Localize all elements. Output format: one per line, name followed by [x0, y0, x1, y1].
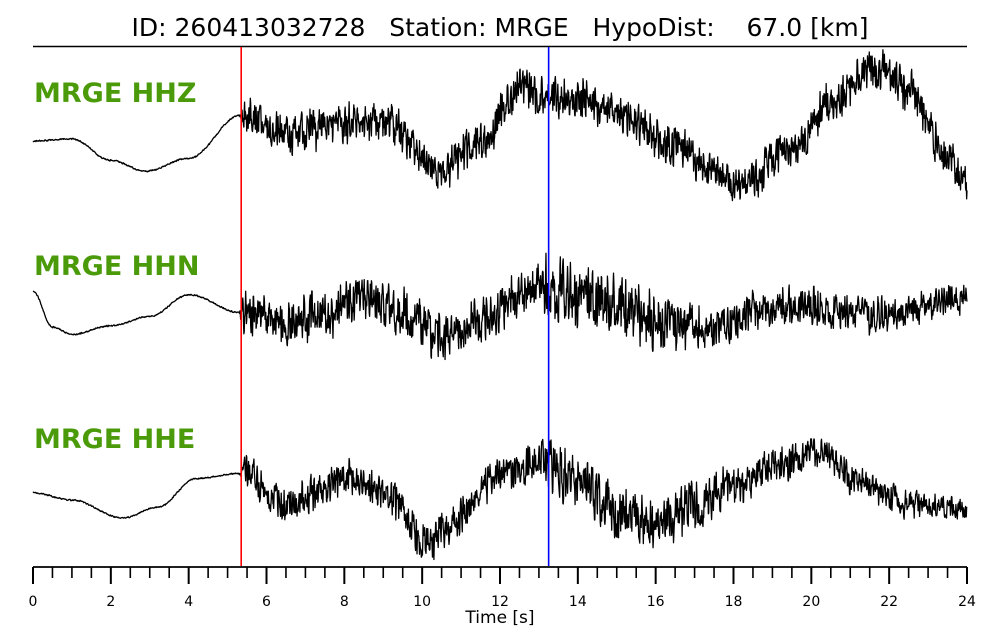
traces-group — [32, 49, 968, 561]
chart-title: ID: 260413032728 Station: MRGE HypoDist:… — [132, 13, 869, 42]
hypodist-unit: [km] — [810, 13, 868, 42]
hypodist-label: HypoDist: — [592, 13, 714, 42]
x-tick-label: 16 — [647, 594, 665, 610]
id-value: 260413032728 — [175, 13, 366, 42]
x-tick-label: 4 — [184, 594, 193, 610]
x-tick-label: 8 — [340, 594, 349, 610]
x-tick-label: 20 — [802, 594, 820, 610]
picks-group — [240, 47, 550, 566]
x-tick-label: 24 — [958, 594, 976, 610]
x-tick-label: 0 — [29, 594, 38, 610]
station-label: Station: — [389, 13, 486, 42]
trace-mrge-hhn — [32, 252, 968, 361]
trace-mrge-hhz — [32, 49, 968, 202]
x-tick-label: 14 — [569, 594, 587, 610]
channel-label-mrge-hhn: MRGE HHN — [34, 251, 199, 282]
x-tick-label: 6 — [262, 594, 271, 610]
x-axis-label: Time [s] — [464, 608, 534, 628]
hypodist-value: 67.0 — [746, 13, 802, 42]
trace-mrge-hhe — [32, 438, 968, 561]
x-tick-label: 10 — [413, 594, 431, 610]
x-tick-label: 22 — [880, 594, 898, 610]
channel-label-mrge-hhe: MRGE HHE — [34, 424, 195, 455]
time-axis: 0 2 4 6 8 10 12 14 16 18 20 22 24 — [29, 566, 976, 610]
x-tick-label: 2 — [106, 594, 115, 610]
x-tick-label: 18 — [725, 594, 743, 610]
channel-labels: MRGE HHZ MRGE HHN MRGE HHE — [34, 78, 199, 455]
id-label: ID: — [132, 13, 167, 42]
station-value: MRGE — [495, 13, 569, 42]
x-tick-label: 12 — [491, 594, 509, 610]
channel-label-mrge-hhz: MRGE HHZ — [34, 78, 196, 109]
